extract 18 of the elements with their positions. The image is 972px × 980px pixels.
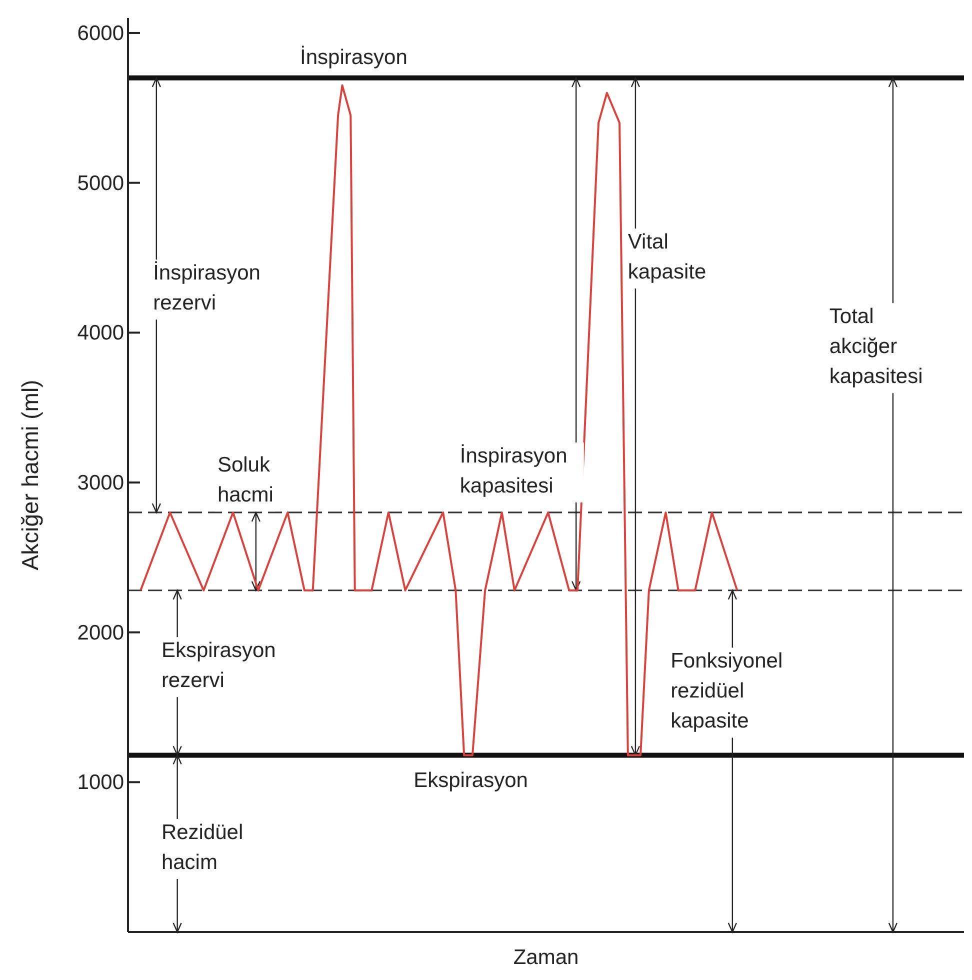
ref-line-label: İnspirasyon [300, 44, 408, 69]
annotation: İnspirasyon kapasitesi [460, 443, 568, 498]
y-axis-title: Akciğer hacmi (ml) [17, 380, 43, 570]
annotation: Total akciğer kapasitesi [829, 305, 923, 388]
annotation: Vital kapasite [628, 230, 706, 284]
ref-line-label: Ekspirasyon [414, 769, 528, 792]
annotation: Ekspirasyon rezervi [161, 639, 276, 692]
y-tick-label: 3000 [77, 471, 124, 494]
annotation: Fonksiyonel rezidüel kapasite [670, 650, 783, 733]
y-tick-label: 6000 [77, 22, 124, 45]
x-axis-title: Zaman [513, 946, 579, 969]
y-tick-label: 5000 [77, 172, 124, 195]
y-tick-label: 2000 [77, 621, 124, 644]
annotation: Soluk hacmi [217, 454, 274, 507]
y-tick-label: 1000 [77, 771, 124, 794]
annotation: İnspirasyon rezervi [153, 260, 260, 315]
annotation: Rezidüel hacim [161, 821, 244, 874]
y-tick-label: 4000 [77, 322, 124, 345]
